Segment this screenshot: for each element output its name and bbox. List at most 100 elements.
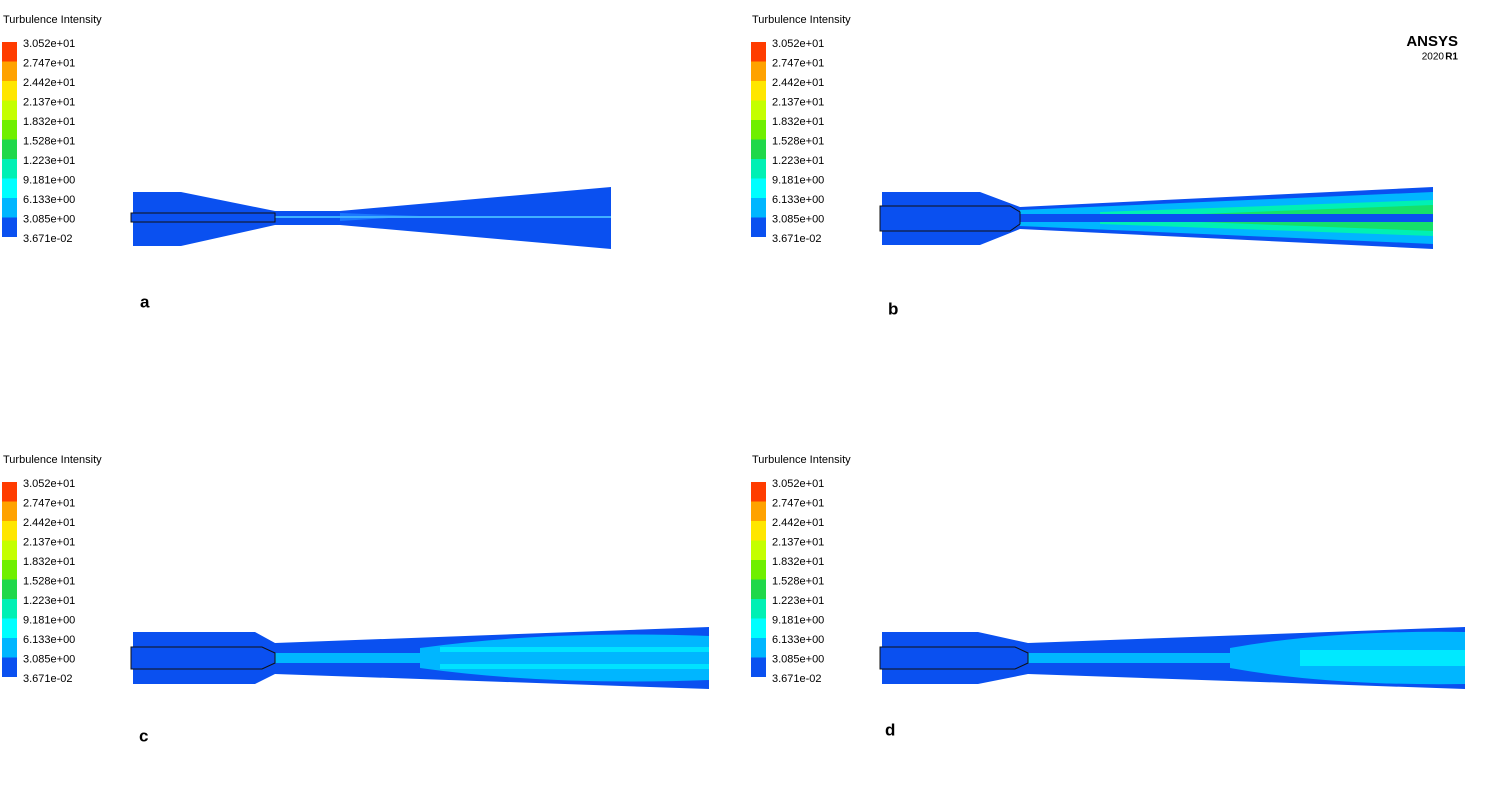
colorbar-band [751,638,766,658]
legend-tick-label: 1.528e+01 [772,575,824,587]
colorbar-band [2,521,17,541]
legend-tick-label: 3.085e+00 [772,213,824,225]
colorbar-band [2,217,17,237]
legend-tick-label: 3.671e-02 [772,233,822,245]
legend-tick-label: 2.747e+01 [772,57,824,69]
colorbar-band [751,42,766,62]
panel-label: a [140,292,150,311]
legend-tick-label: 1.832e+01 [23,556,75,568]
legend-tick-label: 2.747e+01 [772,497,824,509]
colorbar-band [2,482,17,502]
colorbar-band [751,560,766,580]
legend-title: Turbulence Intensity [752,14,851,26]
legend-tick-label: 1.223e+01 [23,595,75,607]
colorbar-band [2,540,17,560]
legend-tick-label: 1.223e+01 [772,595,824,607]
legend-tick-label: 3.671e-02 [23,673,73,685]
colorbar-band [751,61,766,81]
colorbar-band [751,139,766,159]
legend-tick-label: 1.223e+01 [772,155,824,167]
legend-tick-label: 3.671e-02 [23,233,73,245]
colorbar-band [751,178,766,198]
colorbar-band [751,599,766,619]
colorbar-band [2,159,17,179]
legend-tick-label: 3.052e+01 [772,38,824,50]
legend-tick-label: 1.223e+01 [23,155,75,167]
legend-tick-label: 6.133e+00 [772,634,824,646]
legend-tick-label: 3.052e+01 [23,478,75,490]
legend-tick-label: 2.442e+01 [23,517,75,529]
legend-tick-label: 3.052e+01 [772,478,824,490]
colorbar-band [751,579,766,599]
colorbar-band [751,159,766,179]
legend-tick-label: 9.181e+00 [23,174,75,186]
colorbar-band [2,560,17,580]
colorbar-band [2,599,17,619]
legend-tick-label: 2.747e+01 [23,497,75,509]
legend-tick-label: 2.137e+01 [23,96,75,108]
legend-tick-label: 2.442e+01 [23,77,75,89]
legend-tick-label: 1.832e+01 [772,116,824,128]
legend-tick-label: 2.442e+01 [772,77,824,89]
colorbar-band [751,100,766,120]
colorbar-band [2,501,17,521]
colorbar-band [751,482,766,502]
legend-tick-label: 6.133e+00 [23,634,75,646]
panel-label: d [885,720,895,739]
legend-tick-label: 3.085e+00 [772,653,824,665]
legend-tick-label: 1.528e+01 [23,135,75,147]
legend-tick-label: 1.832e+01 [772,556,824,568]
panel-label: c [139,726,148,745]
contour-a [130,187,611,249]
colorbar-band [2,178,17,198]
contour-d [879,627,1465,689]
colorbar-band [2,657,17,677]
colorbar-band [2,198,17,218]
colorbar-band [2,139,17,159]
colorbar-band [2,120,17,140]
colorbar-band [751,618,766,638]
legend-tick-label: 2.137e+01 [772,96,824,108]
colorbar-band [751,540,766,560]
legend-tick-label: 1.528e+01 [772,135,824,147]
legend-tick-label: 3.671e-02 [772,673,822,685]
legend-tick-label: 9.181e+00 [23,614,75,626]
colorbar-band [751,198,766,218]
colorbar-band [751,657,766,677]
legend-tick-label: 6.133e+00 [772,194,824,206]
contour-b [879,187,1433,249]
legend-tick-label: 6.133e+00 [23,194,75,206]
legend-tick-label: 2.747e+01 [23,57,75,69]
legend-tick-label: 3.052e+01 [23,38,75,50]
colorbar-band [2,638,17,658]
legend-tick-label: 1.528e+01 [23,575,75,587]
colorbar-band [2,579,17,599]
logo-name: ANSYS [1406,33,1458,50]
colorbar-band [2,61,17,81]
colorbar-band [2,81,17,101]
legend-tick-label: 3.085e+00 [23,213,75,225]
contour-c [130,627,709,689]
colorbar-band [751,521,766,541]
legend-title: Turbulence Intensity [752,454,851,466]
colorbar-band [2,42,17,62]
legend-tick-label: 9.181e+00 [772,614,824,626]
legend-tick-label: 1.832e+01 [23,116,75,128]
colorbar-band [751,120,766,140]
colorbar-band [2,618,17,638]
colorbar-band [751,217,766,237]
legend-tick-label: 2.442e+01 [772,517,824,529]
logo-version: 2020 [1422,52,1445,63]
legend-tick-label: 2.137e+01 [23,536,75,548]
colorbar-band [751,501,766,521]
legend-tick-label: 9.181e+00 [772,174,824,186]
legend-title: Turbulence Intensity [3,454,102,466]
panel-label: b [888,299,898,318]
legend-tick-label: 2.137e+01 [772,536,824,548]
colorbar-band [2,100,17,120]
legend-tick-label: 3.085e+00 [23,653,75,665]
logo-release: R1 [1445,52,1458,63]
legend-title: Turbulence Intensity [3,14,102,26]
colorbar-band [751,81,766,101]
